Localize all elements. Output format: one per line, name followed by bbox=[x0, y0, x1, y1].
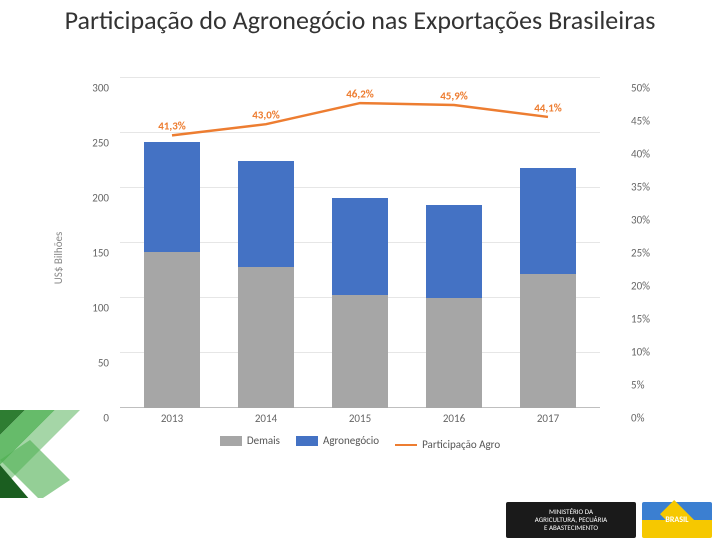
legend-item: Demais bbox=[220, 434, 280, 447]
x-label: 2017 bbox=[520, 412, 576, 425]
y-right-tick: 20% bbox=[625, 280, 680, 293]
participation-line bbox=[120, 78, 600, 408]
line-value-label: 44,1% bbox=[534, 101, 562, 114]
x-label: 2013 bbox=[144, 412, 200, 425]
y-right-tick: 30% bbox=[625, 214, 680, 227]
line-value-label: 43,0% bbox=[252, 109, 280, 122]
legend-item: Participação Agro bbox=[395, 438, 500, 451]
line-value-label: 41,3% bbox=[158, 120, 186, 133]
footer: MINISTÉRIO DA AGRICULTURA, PECUÁRIA E AB… bbox=[0, 498, 720, 540]
y-right-tick: 15% bbox=[625, 313, 680, 326]
y-left-tick: 100 bbox=[60, 302, 115, 315]
y-left-tick: 150 bbox=[60, 247, 115, 260]
footer-logos: MINISTÉRIO DA AGRICULTURA, PECUÁRIA E AB… bbox=[506, 502, 712, 538]
y-left-tick: 200 bbox=[60, 192, 115, 205]
y-right-tick: 35% bbox=[625, 181, 680, 194]
y-left-tick: 0 bbox=[60, 412, 115, 425]
slide-root: Participação do Agronegócio nas Exportaç… bbox=[0, 0, 720, 540]
y-axis-right: 0%5%10%15%20%25%30%35%40%45%50% bbox=[625, 78, 680, 408]
y-right-tick: 10% bbox=[625, 346, 680, 359]
line-value-label: 46,2% bbox=[346, 87, 374, 100]
y-right-tick: 0% bbox=[625, 412, 680, 425]
y-right-tick: 50% bbox=[625, 82, 680, 95]
legend-label: Agronegócio bbox=[323, 434, 379, 447]
logo-brasil: BRASIL bbox=[642, 502, 712, 538]
y-right-tick: 25% bbox=[625, 247, 680, 260]
line-value-label: 45,9% bbox=[440, 89, 468, 102]
legend-label: Demais bbox=[247, 434, 280, 447]
y-right-tick: 40% bbox=[625, 148, 680, 161]
x-label: 2015 bbox=[332, 412, 388, 425]
y-axis-left: 050100150200250300 bbox=[60, 78, 115, 408]
y-left-tick: 250 bbox=[60, 137, 115, 150]
plot-area: 41,3% 43,0% 46,2% 45,9% 44,1% bbox=[120, 78, 600, 408]
legend-swatch bbox=[395, 444, 417, 446]
logo-mapa: MINISTÉRIO DA AGRICULTURA, PECUÁRIA E AB… bbox=[506, 502, 636, 538]
y-right-tick: 45% bbox=[625, 115, 680, 128]
y-right-tick: 5% bbox=[625, 379, 680, 392]
y-left-tick: 300 bbox=[60, 82, 115, 95]
legend-label: Participação Agro bbox=[422, 438, 500, 451]
x-label: 2016 bbox=[426, 412, 482, 425]
logo-brasil-text: BRASIL bbox=[665, 515, 688, 525]
legend-item: Agronegócio bbox=[296, 434, 379, 447]
slide-title: Participação do Agronegócio nas Exportaç… bbox=[0, 6, 720, 35]
logo-mapa-line3: E ABASTECIMENTO bbox=[544, 524, 598, 532]
legend-swatch bbox=[220, 436, 242, 446]
chart: US$ Bilhões 050100150200250300 0%5%10%15… bbox=[60, 68, 680, 448]
x-axis-labels: 2013 2014 2015 2016 2017 bbox=[120, 412, 600, 430]
x-label: 2014 bbox=[238, 412, 294, 425]
legend: Demais Agronegócio Participação Agro bbox=[120, 434, 600, 451]
legend-swatch bbox=[296, 436, 318, 446]
y-left-tick: 50 bbox=[60, 357, 115, 370]
